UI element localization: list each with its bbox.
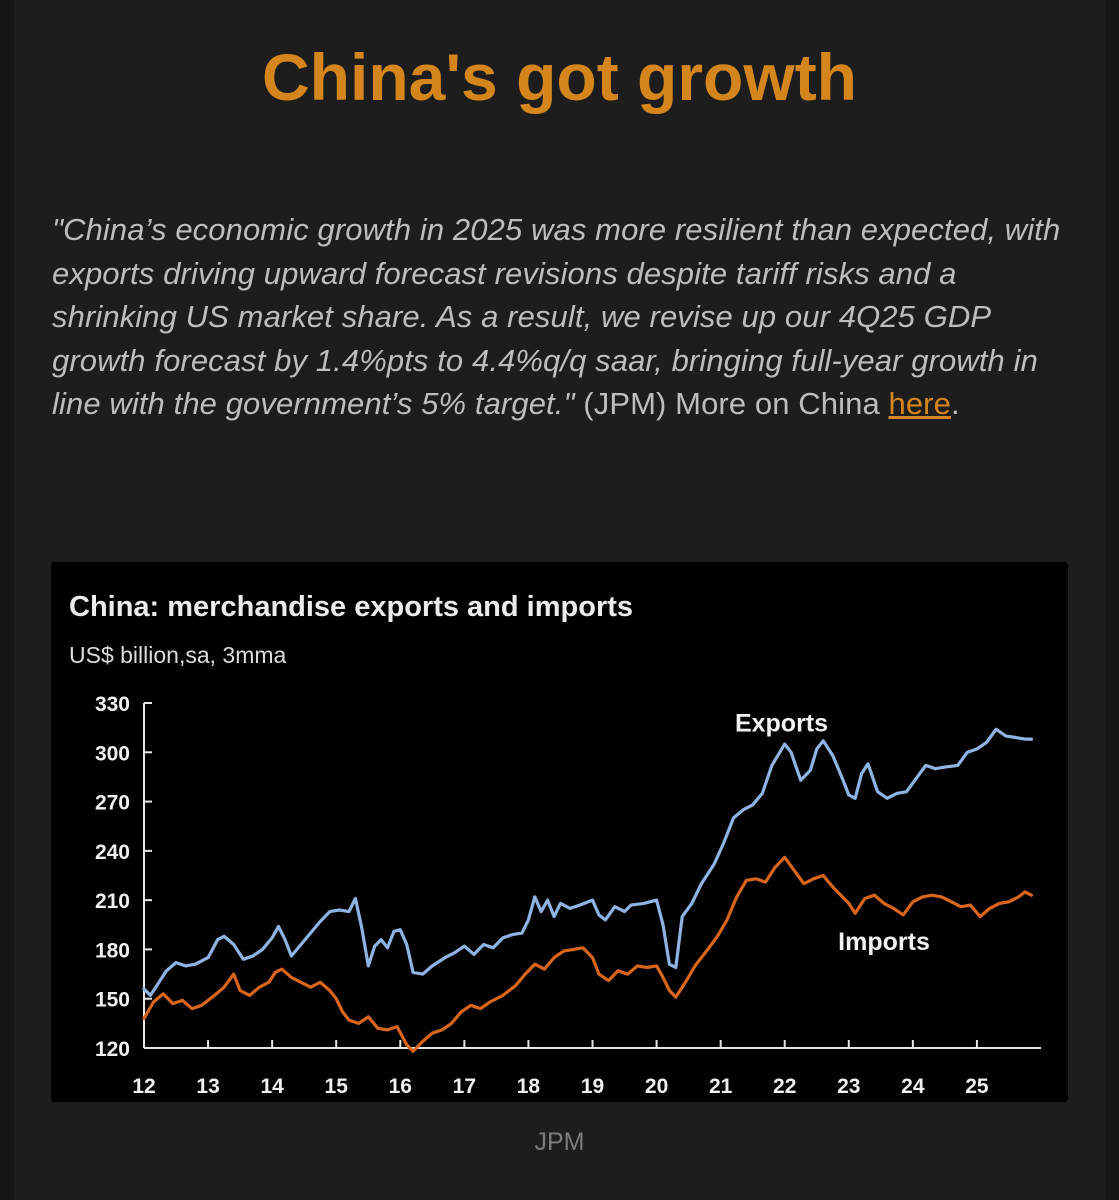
series-label-exports: Exports (735, 710, 828, 738)
x-tick-label: 23 (837, 1075, 860, 1098)
y-tick-label: 270 (95, 792, 130, 815)
y-tick-label: 180 (95, 939, 130, 962)
y-tick-label: 120 (95, 1038, 130, 1061)
more-on-china-link[interactable]: here (888, 386, 951, 421)
x-tick-label: 16 (389, 1075, 412, 1098)
x-tick-label: 20 (645, 1075, 668, 1098)
series-line-exports (142, 727, 1033, 997)
x-tick-label: 24 (901, 1075, 925, 1098)
trade-chart: China: merchandise exports and imports U… (69, 591, 1041, 1098)
y-tick-label: 210 (95, 890, 130, 913)
quote-attribution: (JPM) More on China (574, 386, 889, 421)
series-line-imports (142, 855, 1033, 1053)
newsletter-page: China's got growth "China’s economic gro… (14, 0, 1105, 1200)
y-tick-label: 330 (95, 693, 130, 716)
y-tick-label: 300 (95, 742, 130, 765)
left-border (0, 0, 14, 1200)
quote-text: "China’s economic growth in 2025 was mor… (52, 212, 1061, 421)
x-tick-label: 17 (453, 1075, 476, 1098)
x-tick-label: 21 (709, 1075, 733, 1098)
chart-axes: 120 150 180 210 240 270 300 330 12 13 14 15 16 17 18 19… (95, 693, 1041, 1098)
headline: China's got growth (262, 40, 857, 114)
y-tick-label: 240 (95, 841, 130, 864)
x-tick-label: 22 (773, 1075, 796, 1098)
x-tick-label: 12 (132, 1075, 155, 1098)
chart-title: China: merchandise exports and imports (69, 591, 633, 623)
x-tick-label: 18 (517, 1075, 541, 1098)
quote-paragraph: "China’s economic growth in 2025 was mor… (52, 208, 1082, 426)
chart-subtitle: US$ billion,sa, 3mma (69, 642, 287, 668)
chart-lines (142, 727, 1033, 1053)
source-caption: JPM (534, 1128, 585, 1156)
chart-card: China: merchandise exports and imports U… (51, 562, 1068, 1102)
x-tick-label: 14 (260, 1075, 284, 1098)
y-tick-label: 150 (95, 989, 130, 1012)
quote-end: . (950, 386, 960, 421)
x-tick-label: 13 (196, 1075, 219, 1098)
right-border (1105, 0, 1119, 1200)
series-label-imports: Imports (838, 928, 930, 956)
series-labels: Exports Imports (735, 710, 930, 957)
x-tick-label: 25 (965, 1075, 989, 1098)
x-tick-label: 19 (581, 1075, 604, 1098)
x-tick-label: 15 (325, 1075, 349, 1098)
